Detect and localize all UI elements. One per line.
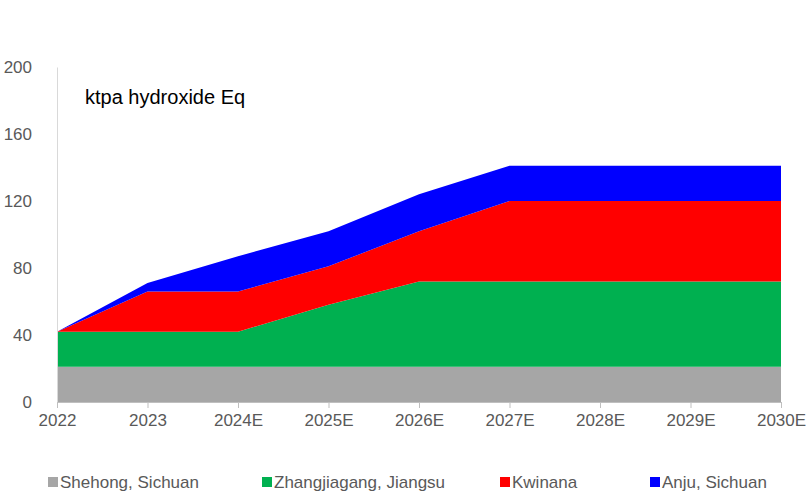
y-tick-label: 40 — [13, 326, 32, 345]
x-tick-label: 2024E — [214, 411, 263, 430]
x-tick: 2024E — [214, 402, 263, 430]
x-tick-mark — [329, 402, 330, 408]
x-tick-label: 2027E — [485, 411, 534, 430]
legend-item: Shehong, Sichuan — [48, 473, 199, 492]
legend: Shehong, Sichuan Zhangjiagang, Jiangsu Kwi… — [48, 473, 767, 492]
legend-label: Zhangjiagang, Jiangsu — [274, 473, 445, 492]
legend-item: Anju, Sichuan — [650, 473, 767, 492]
legend-swatch — [262, 477, 272, 487]
x-tick-mark — [148, 402, 149, 408]
x-tick-mark — [510, 402, 511, 408]
legend-label: Kwinana — [512, 473, 578, 492]
y-tick: 200 — [4, 58, 57, 77]
x-tick-label: 2025E — [304, 411, 353, 430]
x-tick-mark — [781, 402, 782, 408]
area-series — [57, 367, 781, 402]
x-tick-label: 2023 — [129, 411, 167, 430]
x-tick: 2028E — [576, 402, 625, 430]
x-tick-label: 2030E — [757, 411, 806, 430]
y-tick: 40 — [13, 326, 57, 345]
y-axis: 0 40 80 120 160 200 — [4, 58, 58, 412]
x-tick-mark — [600, 402, 601, 408]
y-tick-label: 120 — [4, 192, 32, 211]
legend-swatch — [650, 477, 660, 487]
areas — [57, 166, 781, 402]
legend-item: Kwinana — [500, 473, 578, 492]
x-tick-mark — [238, 402, 239, 408]
legend-item: Zhangjiagang, Jiangsu — [262, 473, 445, 492]
x-tick-label: 2028E — [576, 411, 625, 430]
title: ktpa hydroxide Eq — [85, 86, 245, 108]
x-tick-label: 2026E — [395, 411, 444, 430]
x-tick: 2027E — [485, 402, 534, 430]
legend-swatch — [500, 477, 510, 487]
legend-label: Anju, Sichuan — [662, 473, 767, 492]
x-tick-mark — [419, 402, 420, 408]
x-tick: 2025E — [304, 402, 353, 430]
area-series — [57, 166, 781, 332]
y-tick-label: 200 — [4, 58, 32, 77]
x-tick: 2029E — [666, 402, 715, 430]
y-tick: 160 — [4, 125, 57, 144]
y-tick-label: 160 — [4, 125, 32, 144]
legend-label: Shehong, Sichuan — [60, 473, 199, 492]
legend-swatch — [48, 477, 58, 487]
x-tick-mark — [691, 402, 692, 408]
x-tick-mark — [57, 402, 58, 408]
y-tick: 0 — [23, 393, 57, 412]
x-tick-label: 2022 — [39, 411, 77, 430]
y-tick-label: 0 — [23, 393, 32, 412]
y-tick: 120 — [4, 192, 57, 211]
x-axis: 2022 2023 2024E 2025E 2026E 2027E 2028E 2029E 20… — [39, 402, 807, 430]
chart: 04080120160200202220232024E2025E2026E202… — [0, 0, 812, 500]
x-tick: 2022 — [39, 402, 77, 430]
x-tick: 2023 — [129, 402, 167, 430]
y-tick-label: 80 — [13, 259, 32, 278]
y-axis-line — [57, 68, 58, 403]
x-tick: 2026E — [395, 402, 444, 430]
x-tick-label: 2029E — [666, 411, 715, 430]
y-tick: 80 — [13, 259, 57, 278]
x-tick: 2030E — [757, 402, 806, 430]
